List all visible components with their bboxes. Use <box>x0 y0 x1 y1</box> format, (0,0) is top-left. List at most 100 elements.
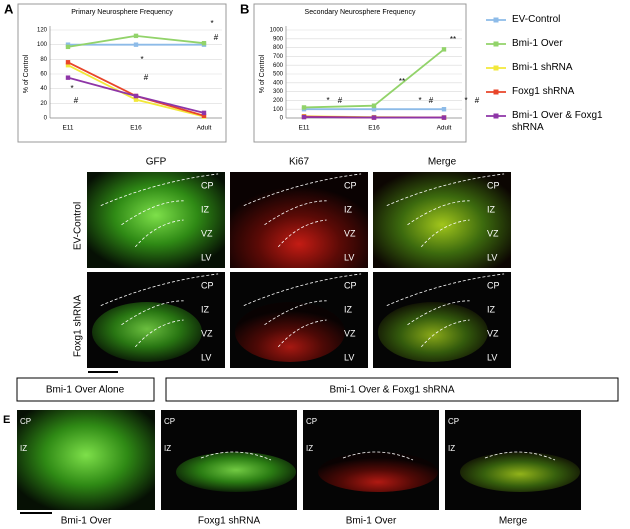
region-label: IZ <box>201 304 210 314</box>
y-tick-label: 900 <box>273 36 284 42</box>
y-axis-label: % of Control <box>259 54 266 93</box>
data-point <box>133 33 139 39</box>
region-boundary <box>100 273 219 306</box>
data-point <box>371 115 377 120</box>
data-point <box>133 97 139 102</box>
y-tick-label: 100 <box>273 107 284 113</box>
region-boundary <box>386 173 505 206</box>
region-label: LV <box>201 252 211 262</box>
region-label: CP <box>20 417 31 426</box>
significance-mark: * <box>140 55 143 64</box>
region-boundary <box>277 319 327 348</box>
y-tick-label: 120 <box>37 28 48 34</box>
region-label: IZ <box>448 444 455 453</box>
legend-label: Bmi-1 Over <box>512 38 563 49</box>
data-point <box>371 103 377 108</box>
panel-label: D <box>74 276 82 288</box>
region-label: IZ <box>487 204 496 214</box>
y-tick-label: 0 <box>44 116 48 122</box>
chart-frame <box>17 3 227 143</box>
panel-label: E <box>3 414 10 426</box>
region-label: VZ <box>201 328 213 338</box>
y-tick-label: 200 <box>273 98 284 104</box>
region-boundary <box>386 273 505 306</box>
group-label: Bmi-1 Over Alone <box>46 385 125 396</box>
region-boundary <box>264 200 327 226</box>
legend-marker <box>493 65 499 71</box>
data-point <box>201 110 207 116</box>
data-point <box>371 107 377 112</box>
legend-label: Bmi-1 Over & Foxg1 shRNA <box>512 110 603 133</box>
significance-mark: * <box>70 84 73 93</box>
micrograph-signal <box>460 452 580 492</box>
panel-label: A <box>4 1 14 16</box>
region-label: LV <box>487 352 497 362</box>
series-line <box>303 48 445 109</box>
region-label: LV <box>201 352 211 362</box>
significance-mark: * <box>326 96 329 105</box>
micrograph <box>17 410 155 510</box>
region-boundary <box>134 219 184 248</box>
region-label: LV <box>344 252 354 262</box>
legend-label: EV-Control <box>512 14 561 25</box>
group-box <box>165 377 619 402</box>
micrograph-signal <box>378 302 488 362</box>
group-label: Bmi-1 Over & Foxg1 shRNA <box>329 385 454 396</box>
data-point <box>301 105 307 110</box>
significance-mark: * <box>418 96 421 105</box>
micrograph <box>87 172 225 268</box>
data-point <box>65 44 71 50</box>
region-label: VZ <box>344 228 356 238</box>
region-label: LV <box>487 252 497 262</box>
region-label: LV <box>344 352 354 362</box>
legend-marker <box>493 41 499 47</box>
x-tick-label: E11 <box>298 125 309 132</box>
region-label: IZ <box>344 204 353 214</box>
significance-mark: * <box>210 19 213 28</box>
region-boundary <box>264 300 327 326</box>
row-label: EV-Control <box>73 202 84 250</box>
y-tick-label: 1000 <box>270 28 284 34</box>
image-label: Bmi-1 Over <box>346 516 397 527</box>
micrograph-signal <box>235 302 345 362</box>
region-boundary <box>200 451 272 461</box>
y-axis-label: % of Control <box>23 54 30 93</box>
y-tick-label: 300 <box>273 89 284 95</box>
legend-marker <box>493 17 499 23</box>
data-point <box>65 60 71 65</box>
group-box <box>16 377 155 402</box>
region-label: VZ <box>344 328 356 338</box>
data-point <box>441 47 447 52</box>
chart-frame <box>253 3 467 143</box>
region-boundary <box>121 300 184 326</box>
data-point <box>133 42 139 47</box>
significance-mark: # <box>214 33 219 42</box>
y-tick-label: 20 <box>40 101 47 107</box>
region-label: VZ <box>201 228 213 238</box>
region-label: CP <box>201 280 214 290</box>
column-label: Merge <box>428 157 457 168</box>
x-tick-label: Adult <box>437 125 452 132</box>
micrograph-signal <box>92 302 202 362</box>
region-boundary <box>100 173 219 206</box>
region-boundary <box>420 219 470 248</box>
y-tick-label: 0 <box>280 116 284 122</box>
x-tick-label: E16 <box>130 125 142 132</box>
panel-label: C <box>74 176 82 188</box>
region-boundary <box>134 319 184 348</box>
region-boundary <box>407 200 470 226</box>
region-label: CP <box>448 417 459 426</box>
significance-mark: # <box>429 96 434 105</box>
region-boundary <box>420 319 470 348</box>
data-point <box>65 75 71 80</box>
chart-title: Primary Neurosphere Frequency <box>71 9 173 16</box>
region-label: VZ <box>487 228 499 238</box>
legend-marker <box>493 89 499 95</box>
x-tick-label: Adult <box>197 125 212 132</box>
data-point <box>133 93 139 99</box>
region-boundary <box>277 219 327 248</box>
micrograph <box>373 172 511 268</box>
region-label: IZ <box>487 304 496 314</box>
image-label: Foxg1 shRNA <box>198 516 261 527</box>
